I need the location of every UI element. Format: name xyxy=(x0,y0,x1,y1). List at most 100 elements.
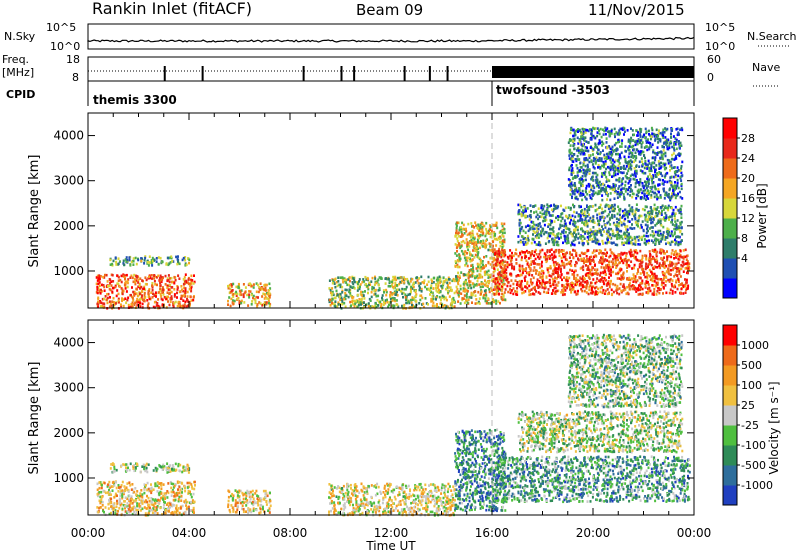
power-echo-cell xyxy=(581,235,584,238)
power-echo-cell xyxy=(611,145,614,149)
power-echo-cell xyxy=(632,242,635,246)
power-echo-cell xyxy=(439,298,442,302)
power-echo-cell xyxy=(497,273,500,277)
power-echo-cell xyxy=(666,255,669,258)
power-echo-cell xyxy=(659,166,662,170)
power-echo-cell xyxy=(572,287,575,291)
power-echo-cell xyxy=(629,145,632,149)
power-echo-cell xyxy=(674,265,677,269)
power-echo-cell xyxy=(183,305,186,309)
power-echo-cell xyxy=(644,254,647,257)
power-echo-cell xyxy=(423,279,426,282)
power-echo-cell xyxy=(120,280,123,284)
power-echo-cell xyxy=(490,249,493,252)
power-echo-cell xyxy=(667,228,670,232)
power-echo-cell xyxy=(573,147,576,150)
power-echo-cell xyxy=(368,283,370,286)
power-echo-cell xyxy=(501,248,503,252)
power-echo-cell xyxy=(564,206,567,210)
power-echo-cell xyxy=(664,174,667,177)
power-echo-cell xyxy=(507,281,510,284)
power-echo-cell xyxy=(656,283,659,286)
power-echo-cell xyxy=(622,222,625,226)
power-echo-cell xyxy=(254,299,257,302)
power-echo-cell xyxy=(110,284,113,287)
power-echo-cell xyxy=(133,303,136,306)
power-echo-cell xyxy=(235,290,238,294)
power-echo-cell xyxy=(114,285,117,289)
power-echo-cell xyxy=(605,137,608,140)
power-echo-cell xyxy=(621,242,624,246)
power-echo-cell xyxy=(627,169,630,173)
power-echo-cell xyxy=(543,219,546,222)
power-echo-cell xyxy=(568,276,571,280)
power-echo-cell xyxy=(665,230,668,234)
power-echo-cell xyxy=(582,257,585,261)
power-echo-cell xyxy=(562,253,564,256)
power-echo-cell xyxy=(117,263,120,266)
power-echo-cell xyxy=(631,173,634,176)
power-echo-cell xyxy=(101,297,104,301)
nave-dense-block xyxy=(492,66,694,78)
power-echo-cell xyxy=(380,277,383,280)
power-echo-cell xyxy=(112,286,115,290)
power-echo-cell xyxy=(555,236,558,239)
power-echo-cell xyxy=(587,292,590,296)
power-echo-cell xyxy=(641,256,644,260)
power-echo-cell xyxy=(548,211,551,215)
power-echo-cell xyxy=(669,206,672,209)
power-echo-cell xyxy=(586,204,588,207)
power-echo-cell xyxy=(679,240,682,244)
power-echo-cell xyxy=(617,187,620,190)
power-echo-cell xyxy=(126,298,129,302)
power-echo-cell xyxy=(491,299,494,302)
power-echo-cell xyxy=(581,241,584,245)
power-echo-cell xyxy=(144,255,147,258)
power-echo-cell xyxy=(249,282,251,285)
power-echo-cell xyxy=(644,282,647,286)
power-echo-cell xyxy=(591,147,594,150)
power-echo-cell xyxy=(561,293,564,297)
power-echo-cell xyxy=(263,303,266,307)
power-echo-cell xyxy=(448,278,450,281)
power-echo-cell xyxy=(677,257,680,261)
power-echo-cell xyxy=(651,128,654,132)
power-echo-cell xyxy=(344,297,347,301)
power-echo-cell xyxy=(494,285,496,289)
power-echo-cell xyxy=(190,287,193,290)
power-echo-cell xyxy=(625,292,628,296)
power-echo-cell xyxy=(529,251,532,255)
power-echo-cell xyxy=(593,221,596,224)
power-echo-cell xyxy=(458,290,461,293)
power-echo-cell xyxy=(485,232,488,236)
power-echo-cell xyxy=(671,195,674,198)
power-echo-cell xyxy=(377,294,380,298)
power-echo-cell xyxy=(564,226,567,230)
power-echo-cell xyxy=(667,206,669,210)
power-echo-cell xyxy=(618,139,621,143)
power-echo-cell xyxy=(445,298,448,302)
power-echo-cell xyxy=(334,285,337,289)
power-echo-cell xyxy=(123,263,126,267)
power-echo-cell xyxy=(575,260,577,264)
power-echo-cell xyxy=(610,268,612,271)
power-echo-cell xyxy=(597,219,600,223)
power-echo-cell xyxy=(173,293,176,296)
power-echo-cell xyxy=(406,277,409,281)
power-echo-cell xyxy=(630,241,633,245)
power-echo-cell xyxy=(439,278,442,281)
power-echo-cell xyxy=(567,262,570,265)
power-echo-cell xyxy=(596,173,599,177)
power-echo-cell xyxy=(573,134,576,137)
power-echo-cell xyxy=(674,205,677,209)
power-echo-cell xyxy=(527,257,530,260)
power-echo-cell xyxy=(600,211,603,215)
power-echo-cell xyxy=(496,252,499,256)
power-echo-cell xyxy=(442,280,445,283)
power-echo-cell xyxy=(615,266,618,269)
power-echo-cell xyxy=(460,227,463,231)
power-echo-cell xyxy=(499,301,501,305)
power-echo-cell xyxy=(499,240,501,244)
power-echo-cell xyxy=(594,203,597,207)
power-echo-cell xyxy=(580,137,583,140)
